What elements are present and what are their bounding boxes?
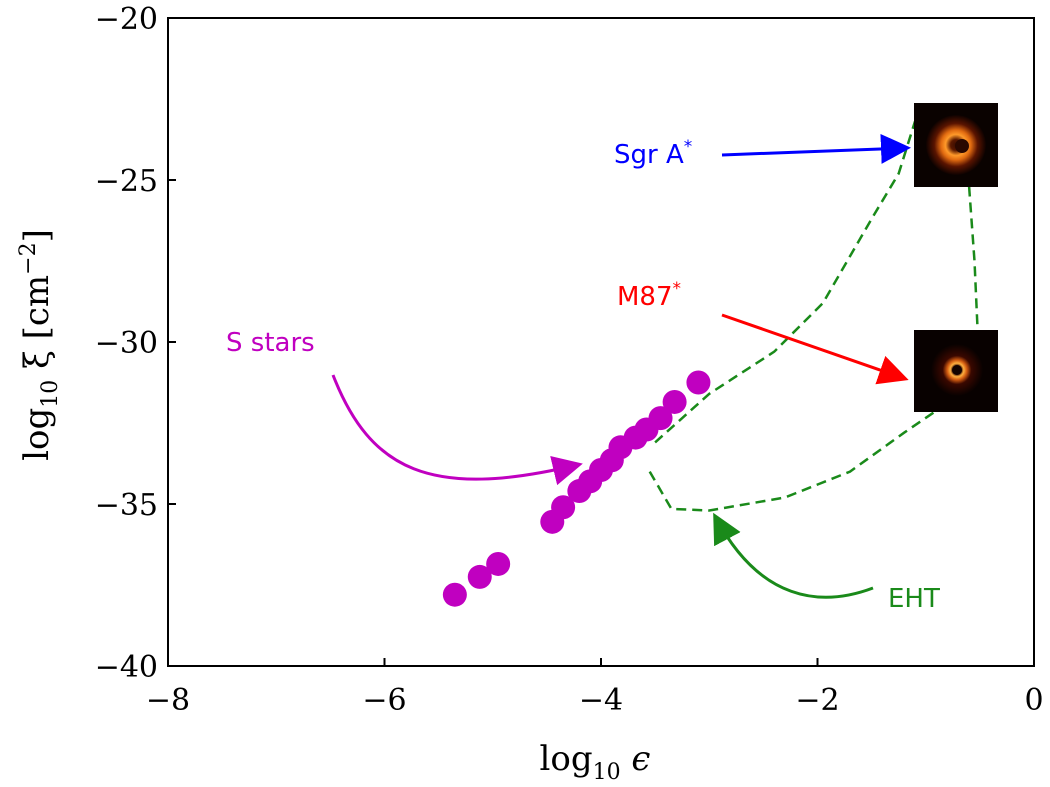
series-layer (442, 117, 979, 607)
s-stars-label: S stars (226, 328, 315, 358)
x-axis-label: log10 ϵ (540, 739, 651, 785)
x-tick-label: −8 (146, 683, 190, 718)
y-axis-label: log10 ξ [cm−2] (16, 229, 63, 461)
x-tick-label: −2 (795, 683, 839, 718)
s-star-point (442, 582, 467, 607)
eht-dashed-line (967, 186, 979, 333)
eht-arrow (713, 512, 874, 599)
x-tick-label: −6 (362, 683, 406, 718)
s-star-point (551, 495, 576, 520)
m87-arrow (721, 313, 909, 385)
s-star-point (486, 551, 511, 576)
m87-label: M87* (617, 279, 681, 312)
s-star-point (686, 370, 711, 395)
x-tick-label: −4 (579, 683, 623, 718)
s-stars-arrow (331, 374, 583, 486)
s-star-point (648, 406, 673, 431)
eht-dashed-line (648, 405, 943, 512)
x-axis-ticks: −8 −6 −4 −2 0 (146, 658, 1044, 718)
m87-image (914, 330, 998, 412)
y-axis-ticks: −40 −35 −30 −25 −20 (95, 2, 176, 685)
y-tick-label: −25 (95, 164, 158, 199)
y-tick-label: −40 (95, 650, 158, 685)
x-tick-label: 0 (1024, 683, 1043, 718)
sgr-a-image (914, 103, 998, 187)
y-tick-label: −20 (95, 2, 158, 37)
s-star-point (467, 564, 492, 589)
y-tick-label: −35 (95, 488, 158, 523)
sgr-a-arrow (721, 133, 911, 164)
eht-dashed-line (654, 117, 919, 444)
s-star-point (662, 389, 687, 414)
sgr-a-label: Sgr A* (614, 137, 692, 170)
y-tick-label: −30 (95, 326, 158, 361)
eht-label: EHT (888, 584, 940, 614)
